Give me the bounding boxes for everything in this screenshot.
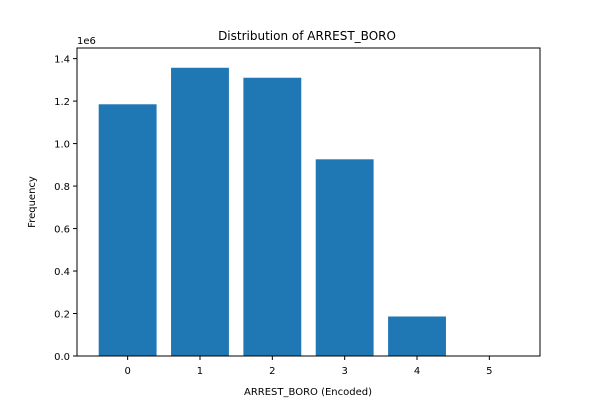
bar-0 xyxy=(98,104,157,356)
bar-2 xyxy=(243,77,302,357)
x-tick-label: 5 xyxy=(486,366,492,377)
y-tick-label: 0.2 xyxy=(54,310,70,321)
chart-title: Distribution of ARREST_BORO xyxy=(218,29,396,43)
y-tick-label: 1.4 xyxy=(54,55,70,66)
y-tick-label: 0.4 xyxy=(54,267,70,278)
y-axis-label: Frequency xyxy=(27,176,38,228)
bar-3 xyxy=(315,159,374,356)
y-tick-label: 0.0 xyxy=(54,352,70,363)
x-tick-label: 4 xyxy=(414,366,420,377)
y-tick-label: 0.8 xyxy=(54,182,70,193)
y-offset-label: 1e6 xyxy=(77,36,96,47)
x-tick-label: 3 xyxy=(341,366,347,377)
x-axis-label: ARREST_BORO (Encoded) xyxy=(244,387,372,398)
x-tick-label: 2 xyxy=(269,366,275,377)
y-tick-label: 1.0 xyxy=(54,140,70,151)
y-tick-label: 0.6 xyxy=(54,225,70,236)
bar-4 xyxy=(388,316,446,356)
x-tick-label: 1 xyxy=(197,366,203,377)
bar-1 xyxy=(171,67,229,356)
plot-frame xyxy=(76,47,541,357)
y-tick-label: 1.2 xyxy=(54,97,70,108)
x-tick-label: 0 xyxy=(124,366,130,377)
